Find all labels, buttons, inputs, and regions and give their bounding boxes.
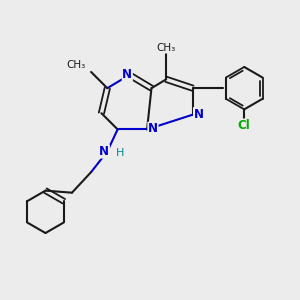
Text: N: N — [194, 108, 204, 121]
Text: Cl: Cl — [238, 119, 250, 132]
Text: CH₃: CH₃ — [157, 43, 176, 53]
Text: H: H — [116, 148, 124, 158]
Text: N: N — [99, 145, 110, 158]
Text: N: N — [148, 122, 158, 135]
Text: CH₃: CH₃ — [67, 61, 86, 70]
Text: N: N — [122, 68, 132, 80]
